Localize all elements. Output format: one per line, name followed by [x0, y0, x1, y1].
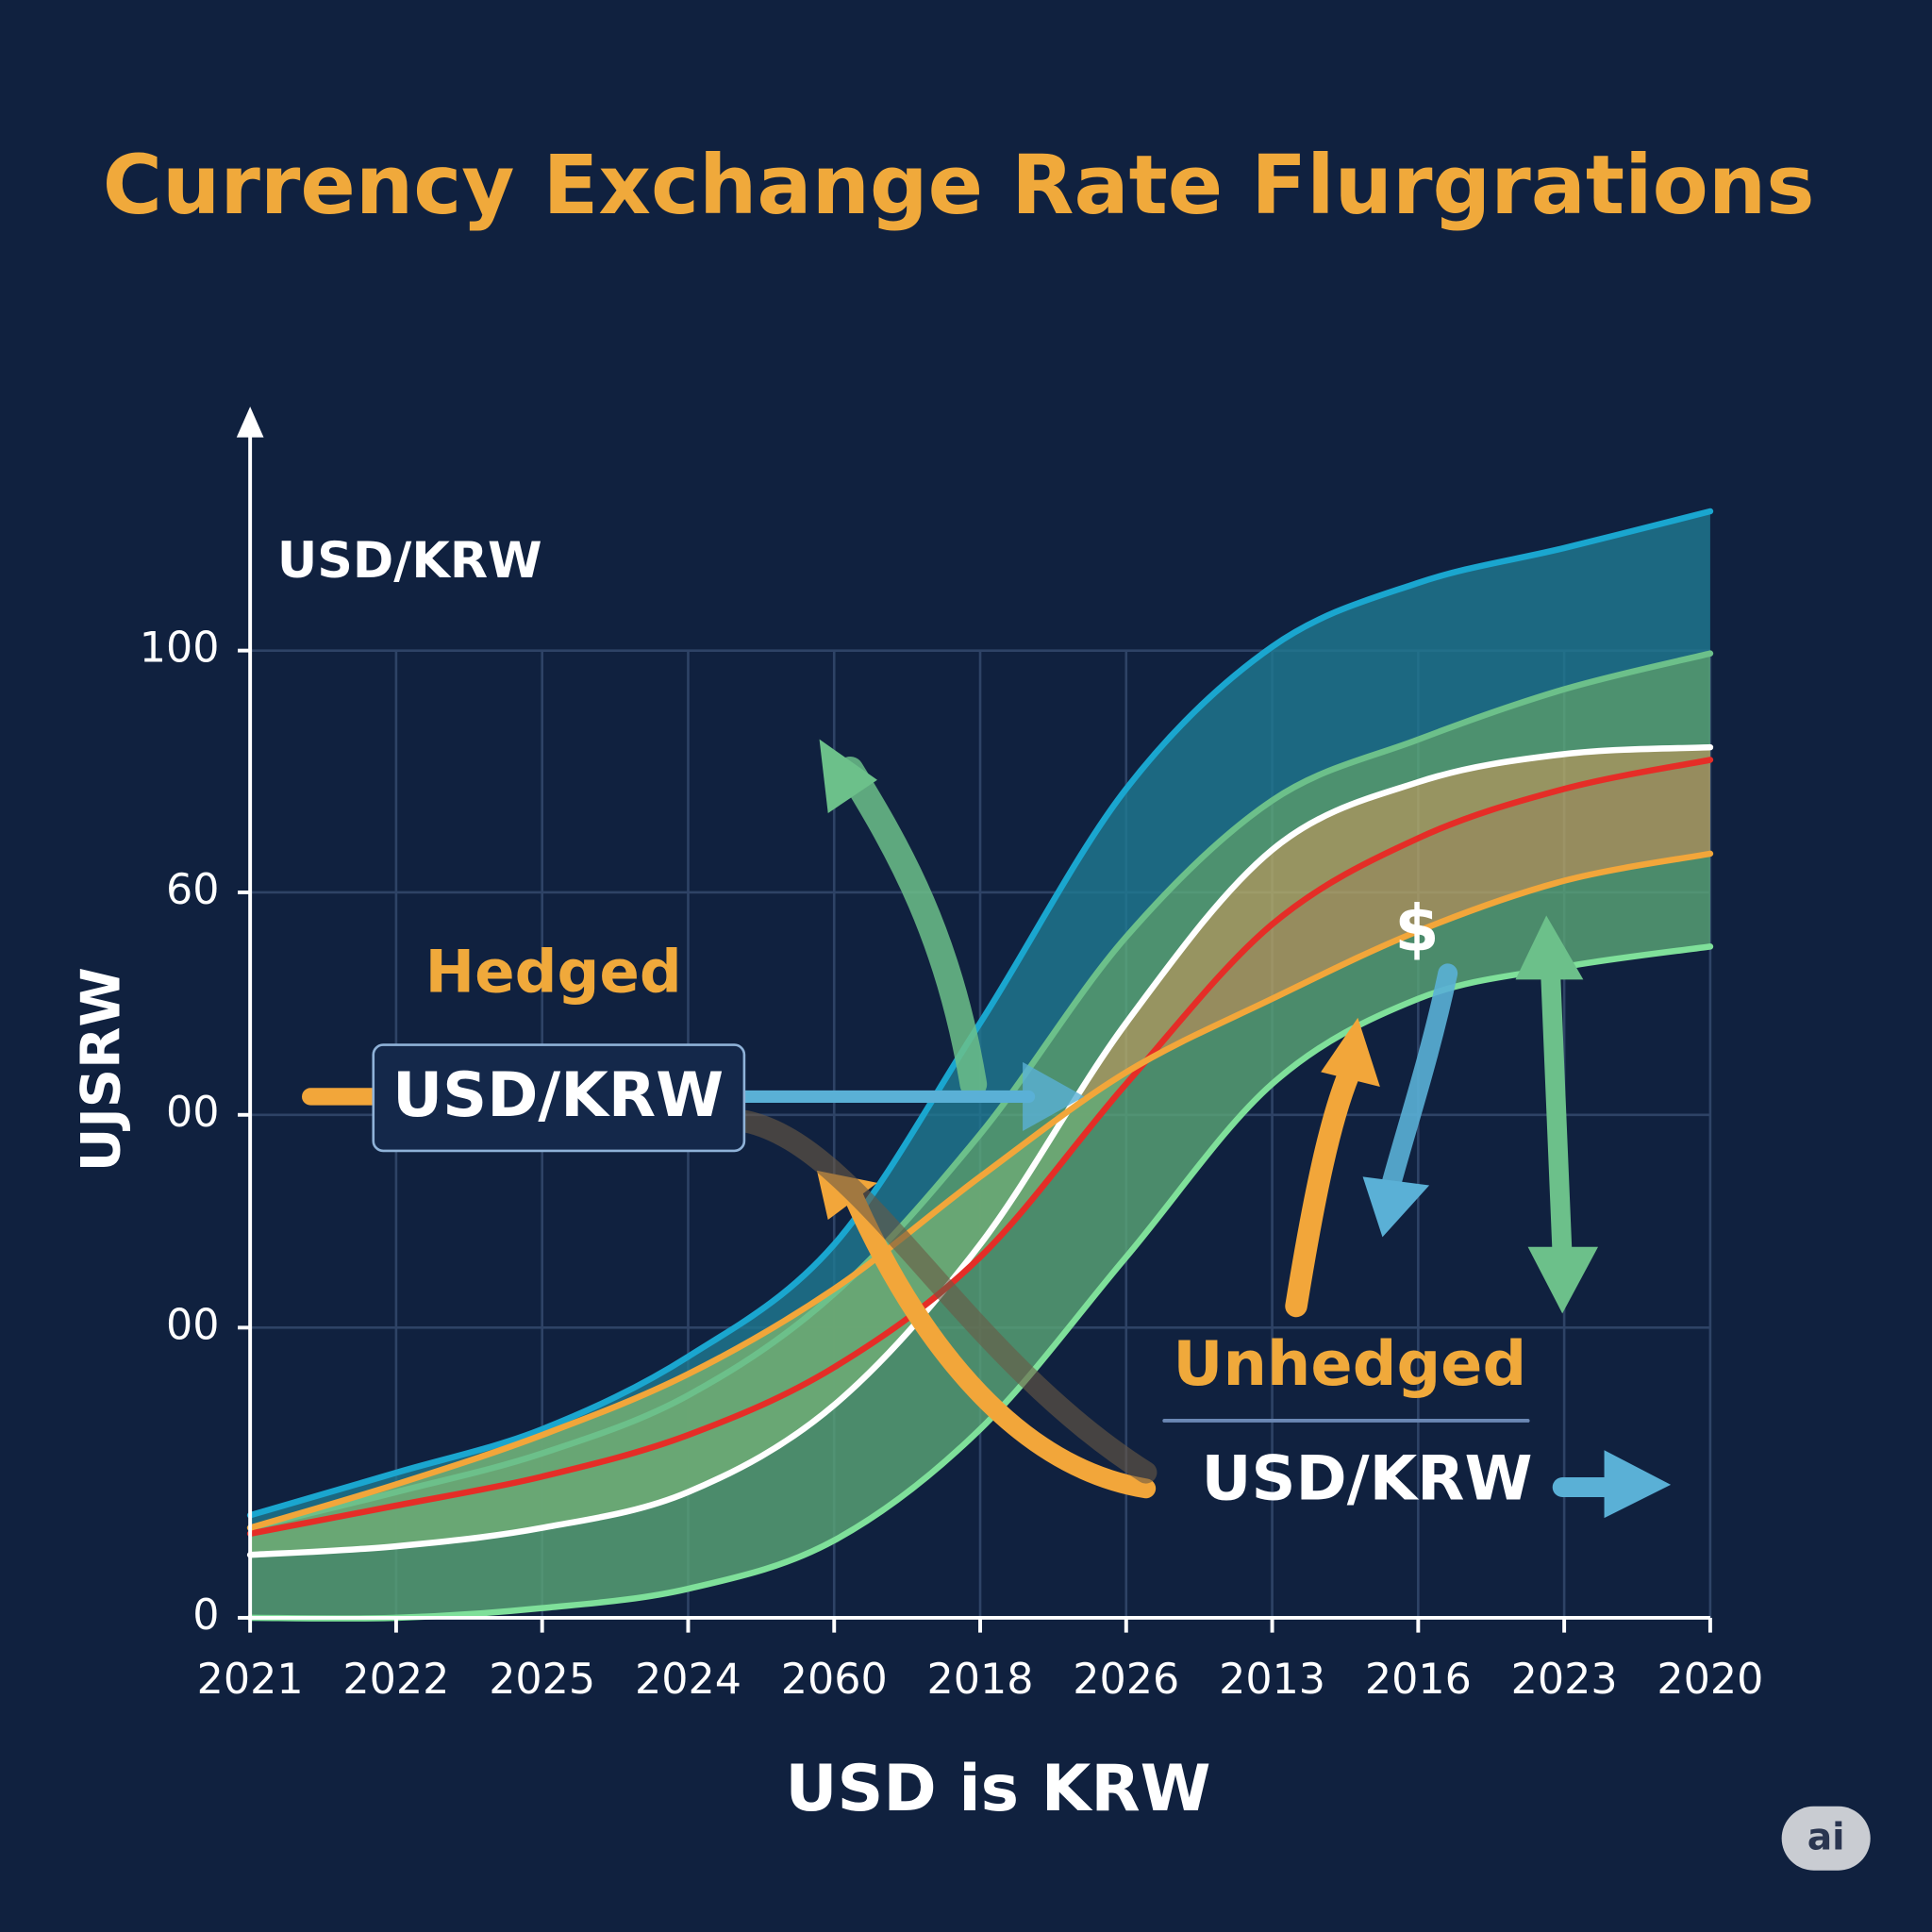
- y-tick-label: 00: [166, 1089, 220, 1137]
- annotation: USD/KRW: [392, 1059, 724, 1131]
- x-tick-label: 2025: [489, 1656, 595, 1704]
- arrow-head: [1023, 1061, 1085, 1132]
- series-line: [246, 850, 1714, 1531]
- plot-marks: [246, 508, 1714, 1622]
- x-tick-label: 2018: [927, 1656, 1034, 1704]
- arrow-head: [1321, 1017, 1380, 1087]
- annotation: Unhedged: [1173, 1328, 1526, 1400]
- y-axis-arrow: [236, 407, 264, 438]
- x-tick-label: 2024: [635, 1656, 741, 1704]
- arrow-head: [1362, 1176, 1430, 1238]
- x-axis-label: USD is KRW: [785, 1752, 1210, 1826]
- y-tick-label: 0: [192, 1591, 219, 1640]
- arrow-head: [1515, 915, 1584, 980]
- x-tick-label: 2021: [197, 1656, 304, 1704]
- annotation: USD/KRW: [277, 533, 542, 590]
- band: [250, 653, 1710, 1556]
- x-tick-label: 2020: [1657, 1656, 1763, 1704]
- arrow: [840, 1178, 1157, 1499]
- series-line: [246, 650, 1714, 1531]
- arrow: [1285, 1048, 1367, 1318]
- series-line: [246, 757, 1714, 1537]
- y-axis-label: UJSRW: [70, 967, 133, 1172]
- arrow-shadow: [734, 1109, 1158, 1484]
- arrow-head: [1527, 1246, 1599, 1314]
- y-tick-label: 100: [140, 625, 220, 673]
- arrow-head: [819, 739, 877, 814]
- annotation: Hedged: [425, 938, 682, 1007]
- y-tick-label: 00: [166, 1301, 220, 1349]
- series-line: [246, 508, 1714, 1519]
- annotation-arrows: [301, 739, 1672, 1519]
- badge-text: ai: [1807, 1817, 1845, 1859]
- band: [250, 510, 1710, 1528]
- x-tick-label: 2026: [1073, 1656, 1179, 1704]
- series-line: [246, 743, 1714, 1558]
- badge: [1781, 1806, 1871, 1871]
- label-box: [372, 1043, 746, 1153]
- arrow: [1379, 963, 1458, 1199]
- annotation: USD/KRW: [1201, 1442, 1532, 1514]
- band: [250, 759, 1710, 1534]
- x-tick-label: 2016: [1365, 1656, 1472, 1704]
- x-tick-label: 2060: [781, 1656, 888, 1704]
- arrow: [836, 756, 988, 1098]
- x-tick-label: 2023: [1511, 1656, 1618, 1704]
- arrow: [1540, 951, 1573, 1267]
- annotation: $: [1394, 891, 1439, 966]
- arrow-head: [1604, 1450, 1672, 1519]
- chart-title: Currency Exchange Rate Flurgrations: [103, 139, 1815, 233]
- x-tick-label: 2022: [342, 1656, 449, 1704]
- x-tick-label: 2013: [1219, 1656, 1325, 1704]
- y-tick-label: 60: [166, 866, 220, 914]
